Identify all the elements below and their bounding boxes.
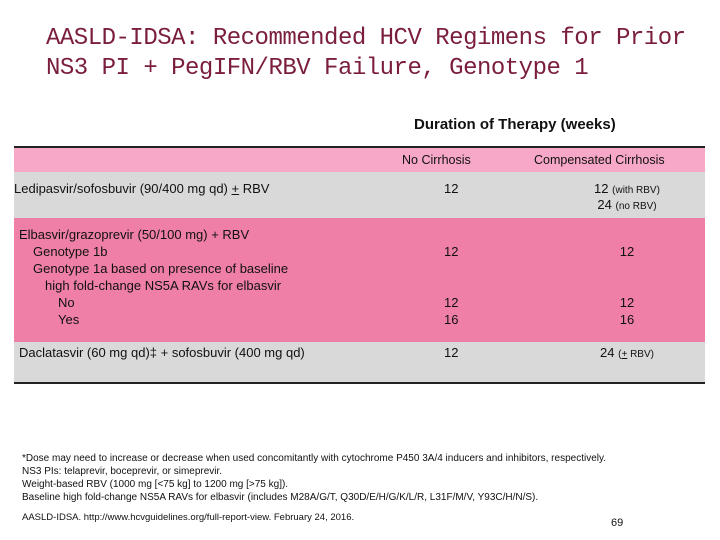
table-header: Duration of Therapy (weeks) [414, 116, 616, 133]
footnotes: *Dose may need to increase or decrease w… [22, 452, 702, 504]
regimen-text: RBV [239, 181, 270, 196]
duration-compensated: 24 (+ RBV) [582, 344, 672, 363]
table-row [14, 172, 705, 218]
ravs-yes-duration-no-cirrhosis: 16 [444, 312, 459, 327]
genotype-1a-label-cont: high fold-change NS5A RAVs for elbasvir [45, 278, 282, 293]
column-header-compensated-cirrhosis: Compensated Cirrhosis [534, 153, 665, 167]
ravs-no-duration-no-cirrhosis: 12 [444, 295, 459, 310]
title-line-1: AASLD-IDSA: Recommended HCV Regimens for… [46, 25, 686, 52]
duration-compensated-no-rbv: 24 (no RBV) [582, 196, 672, 215]
regimen-ledipasvir-sofosbuvir: Ledipasvir/sofosbuvir (90/400 mg qd) + R… [14, 180, 269, 197]
footnote: *Dose may need to increase or decrease w… [22, 453, 607, 464]
gt1b-duration-compensated: 12 [619, 244, 635, 259]
genotype-1b-label: Genotype 1b [33, 244, 108, 259]
duration-no-cirrhosis: 12 [444, 345, 459, 360]
regimen-table: No Cirrhosis Compensated Cirrhosis Ledip… [14, 146, 705, 384]
duration-note: RBV) [627, 349, 654, 360]
genotype-1a-label: Genotype 1a based on presence of baselin… [33, 261, 289, 276]
regimen-text: Ledipasvir/sofosbuvir (90/400 mg qd) [14, 181, 232, 196]
page-number: 69 [611, 517, 624, 529]
duration-no-cirrhosis: 12 [444, 181, 459, 196]
plus-minus-sign: + [621, 349, 628, 360]
duration-note: ( [618, 349, 622, 360]
footnote: Weight-based RBV (1000 mg [<75 kg] to 12… [22, 479, 289, 490]
ravs-yes-label: Yes [58, 312, 80, 327]
footnote: Baseline high fold-change NS5A RAVs for … [22, 492, 539, 503]
duration-value: 24 [597, 197, 612, 212]
ravs-no-duration-compensated: 12 [619, 295, 635, 310]
ravs-yes-duration-compensated: 16 [619, 312, 635, 327]
plus-minus-sign: + [231, 181, 240, 196]
gt1b-duration-no-cirrhosis: 12 [444, 244, 459, 259]
footnote: NS3 PIs: telaprevir, boceprevir, or sime… [22, 466, 223, 477]
ravs-no-label: No [58, 295, 75, 310]
source-citation: AASLD-IDSA. http://www.hcvguidelines.org… [22, 512, 355, 523]
regimen-daclatasvir-sofosbuvir: Daclatasvir (60 mg qd)‡ + sofosbuvir (40… [19, 345, 305, 360]
duration-value: 24 [600, 345, 615, 360]
duration-note: (with RBV) [612, 185, 660, 196]
duration-note: (no RBV) [615, 201, 657, 212]
column-header-no-cirrhosis: No Cirrhosis [402, 153, 471, 167]
duration-value: 12 [594, 181, 609, 196]
regimen-elbasvir-grazoprevir: Elbasvir/grazoprevir (50/100 mg) + RBV [19, 227, 250, 242]
table-row [14, 342, 705, 382]
title-line-2: NS3 PI + PegIFN/RBV Failure, Genotype 1 [46, 55, 589, 82]
table-row [14, 218, 705, 342]
table-header-row [14, 148, 705, 172]
duration-compensated-with-rbv: 12 (with RBV) [582, 180, 672, 199]
slide-title: AASLD-IDSA: Recommended HCV Regimens for… [46, 24, 706, 84]
